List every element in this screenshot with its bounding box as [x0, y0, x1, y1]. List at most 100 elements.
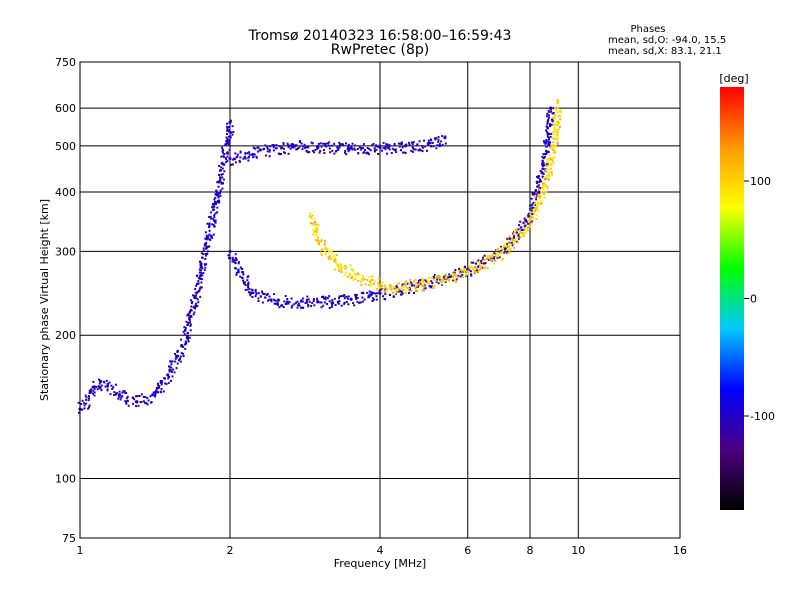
x-tick-label: 10	[571, 544, 585, 557]
scatter-marker	[372, 297, 374, 300]
scatter-marker	[205, 254, 208, 257]
scatter-marker	[433, 284, 436, 287]
scatter-marker	[473, 271, 476, 274]
scatter-marker	[401, 283, 404, 286]
scatter-marker	[372, 142, 375, 145]
scatter-marker	[113, 394, 116, 396]
scatter-marker	[546, 157, 549, 160]
scatter-marker	[392, 295, 395, 298]
scatter-marker	[422, 146, 424, 149]
scatter-marker	[155, 387, 158, 389]
scatter-marker	[333, 152, 336, 155]
scatter-marker	[354, 144, 356, 147]
scatter-marker	[519, 220, 522, 223]
scatter-marker	[344, 151, 346, 154]
scatter-marker	[543, 193, 545, 196]
scatter-marker	[87, 399, 90, 402]
scatter-point	[466, 270, 470, 274]
scatter-marker	[290, 306, 293, 309]
scatter-marker	[167, 377, 170, 380]
scatter-marker	[356, 297, 359, 299]
scatter-marker	[323, 152, 326, 154]
scatter-marker	[127, 404, 130, 407]
scatter-marker	[176, 362, 179, 365]
scatter-marker	[353, 304, 356, 307]
scatter-marker	[417, 280, 420, 282]
scatter-marker	[182, 330, 185, 333]
scatter-marker	[118, 390, 121, 393]
scatter-marker	[536, 203, 539, 206]
scatter-marker	[224, 144, 227, 146]
scatter-marker	[77, 401, 80, 404]
scatter-marker	[355, 273, 358, 276]
scatter-marker	[284, 295, 287, 297]
scatter-marker	[331, 149, 334, 152]
scatter-marker	[296, 300, 299, 303]
scatter-marker	[540, 191, 543, 194]
scatter-marker	[221, 161, 224, 164]
scatter-marker	[430, 285, 433, 288]
scatter-marker	[531, 206, 534, 209]
scatter-marker	[159, 381, 162, 384]
scatter-marker	[219, 194, 222, 197]
scatter-marker	[214, 221, 217, 224]
scatter-marker	[310, 141, 313, 144]
scatter-marker	[498, 256, 501, 259]
scatter-marker	[209, 215, 212, 218]
scatter-marker	[344, 267, 347, 270]
scatter-marker	[223, 153, 226, 155]
scatter-marker	[237, 268, 240, 271]
scatter-marker	[540, 199, 543, 202]
scatter-marker	[314, 232, 317, 235]
scatter-marker	[118, 395, 121, 398]
scatter-marker	[282, 142, 285, 145]
scatter-marker	[231, 163, 234, 166]
scatter-marker	[210, 235, 213, 238]
scatter-marker	[330, 306, 333, 308]
scatter-marker	[188, 316, 191, 319]
scatter-marker	[333, 260, 336, 263]
scatter-marker	[473, 267, 476, 269]
scatter-marker	[304, 302, 307, 304]
scatter-marker	[168, 365, 171, 368]
scatter-marker	[352, 269, 355, 272]
scatter-marker	[504, 247, 507, 250]
scatter-marker	[242, 273, 245, 276]
scatter-point	[228, 157, 232, 161]
scatter-marker	[105, 379, 108, 382]
scatter-marker	[300, 306, 302, 309]
scatter-marker	[336, 148, 339, 151]
scatter-marker	[220, 166, 223, 169]
scatter-marker	[320, 253, 323, 256]
scatter-marker	[316, 240, 319, 243]
scatter-marker	[355, 298, 358, 300]
scatter-marker	[255, 293, 258, 296]
scatter-marker	[301, 148, 304, 151]
scatter-marker	[182, 346, 185, 349]
scatter-marker	[175, 356, 178, 359]
x-tick-label: 2	[227, 544, 234, 557]
scatter-marker	[448, 278, 451, 281]
scatter-marker	[411, 145, 414, 148]
scatter-marker	[198, 290, 201, 292]
scatter-marker	[482, 260, 485, 263]
scatter-marker	[343, 273, 346, 276]
scatter-marker	[136, 395, 139, 398]
scatter-marker	[227, 126, 230, 129]
scatter-marker	[470, 274, 473, 277]
scatter-marker	[499, 247, 502, 250]
scatter-marker	[179, 360, 182, 363]
scatter-marker	[490, 258, 493, 261]
scatter-marker	[364, 283, 367, 286]
scatter-marker	[315, 234, 318, 237]
scatter-marker	[174, 360, 177, 363]
scatter-marker	[516, 233, 518, 236]
scatter-marker	[219, 192, 221, 194]
scatter-marker	[552, 137, 555, 140]
scatter-marker	[170, 366, 173, 369]
scatter-marker	[160, 391, 163, 394]
scatter-marker	[263, 147, 266, 150]
scatter-marker	[353, 277, 356, 280]
scatter-marker	[465, 274, 467, 277]
scatter-marker	[455, 274, 458, 277]
